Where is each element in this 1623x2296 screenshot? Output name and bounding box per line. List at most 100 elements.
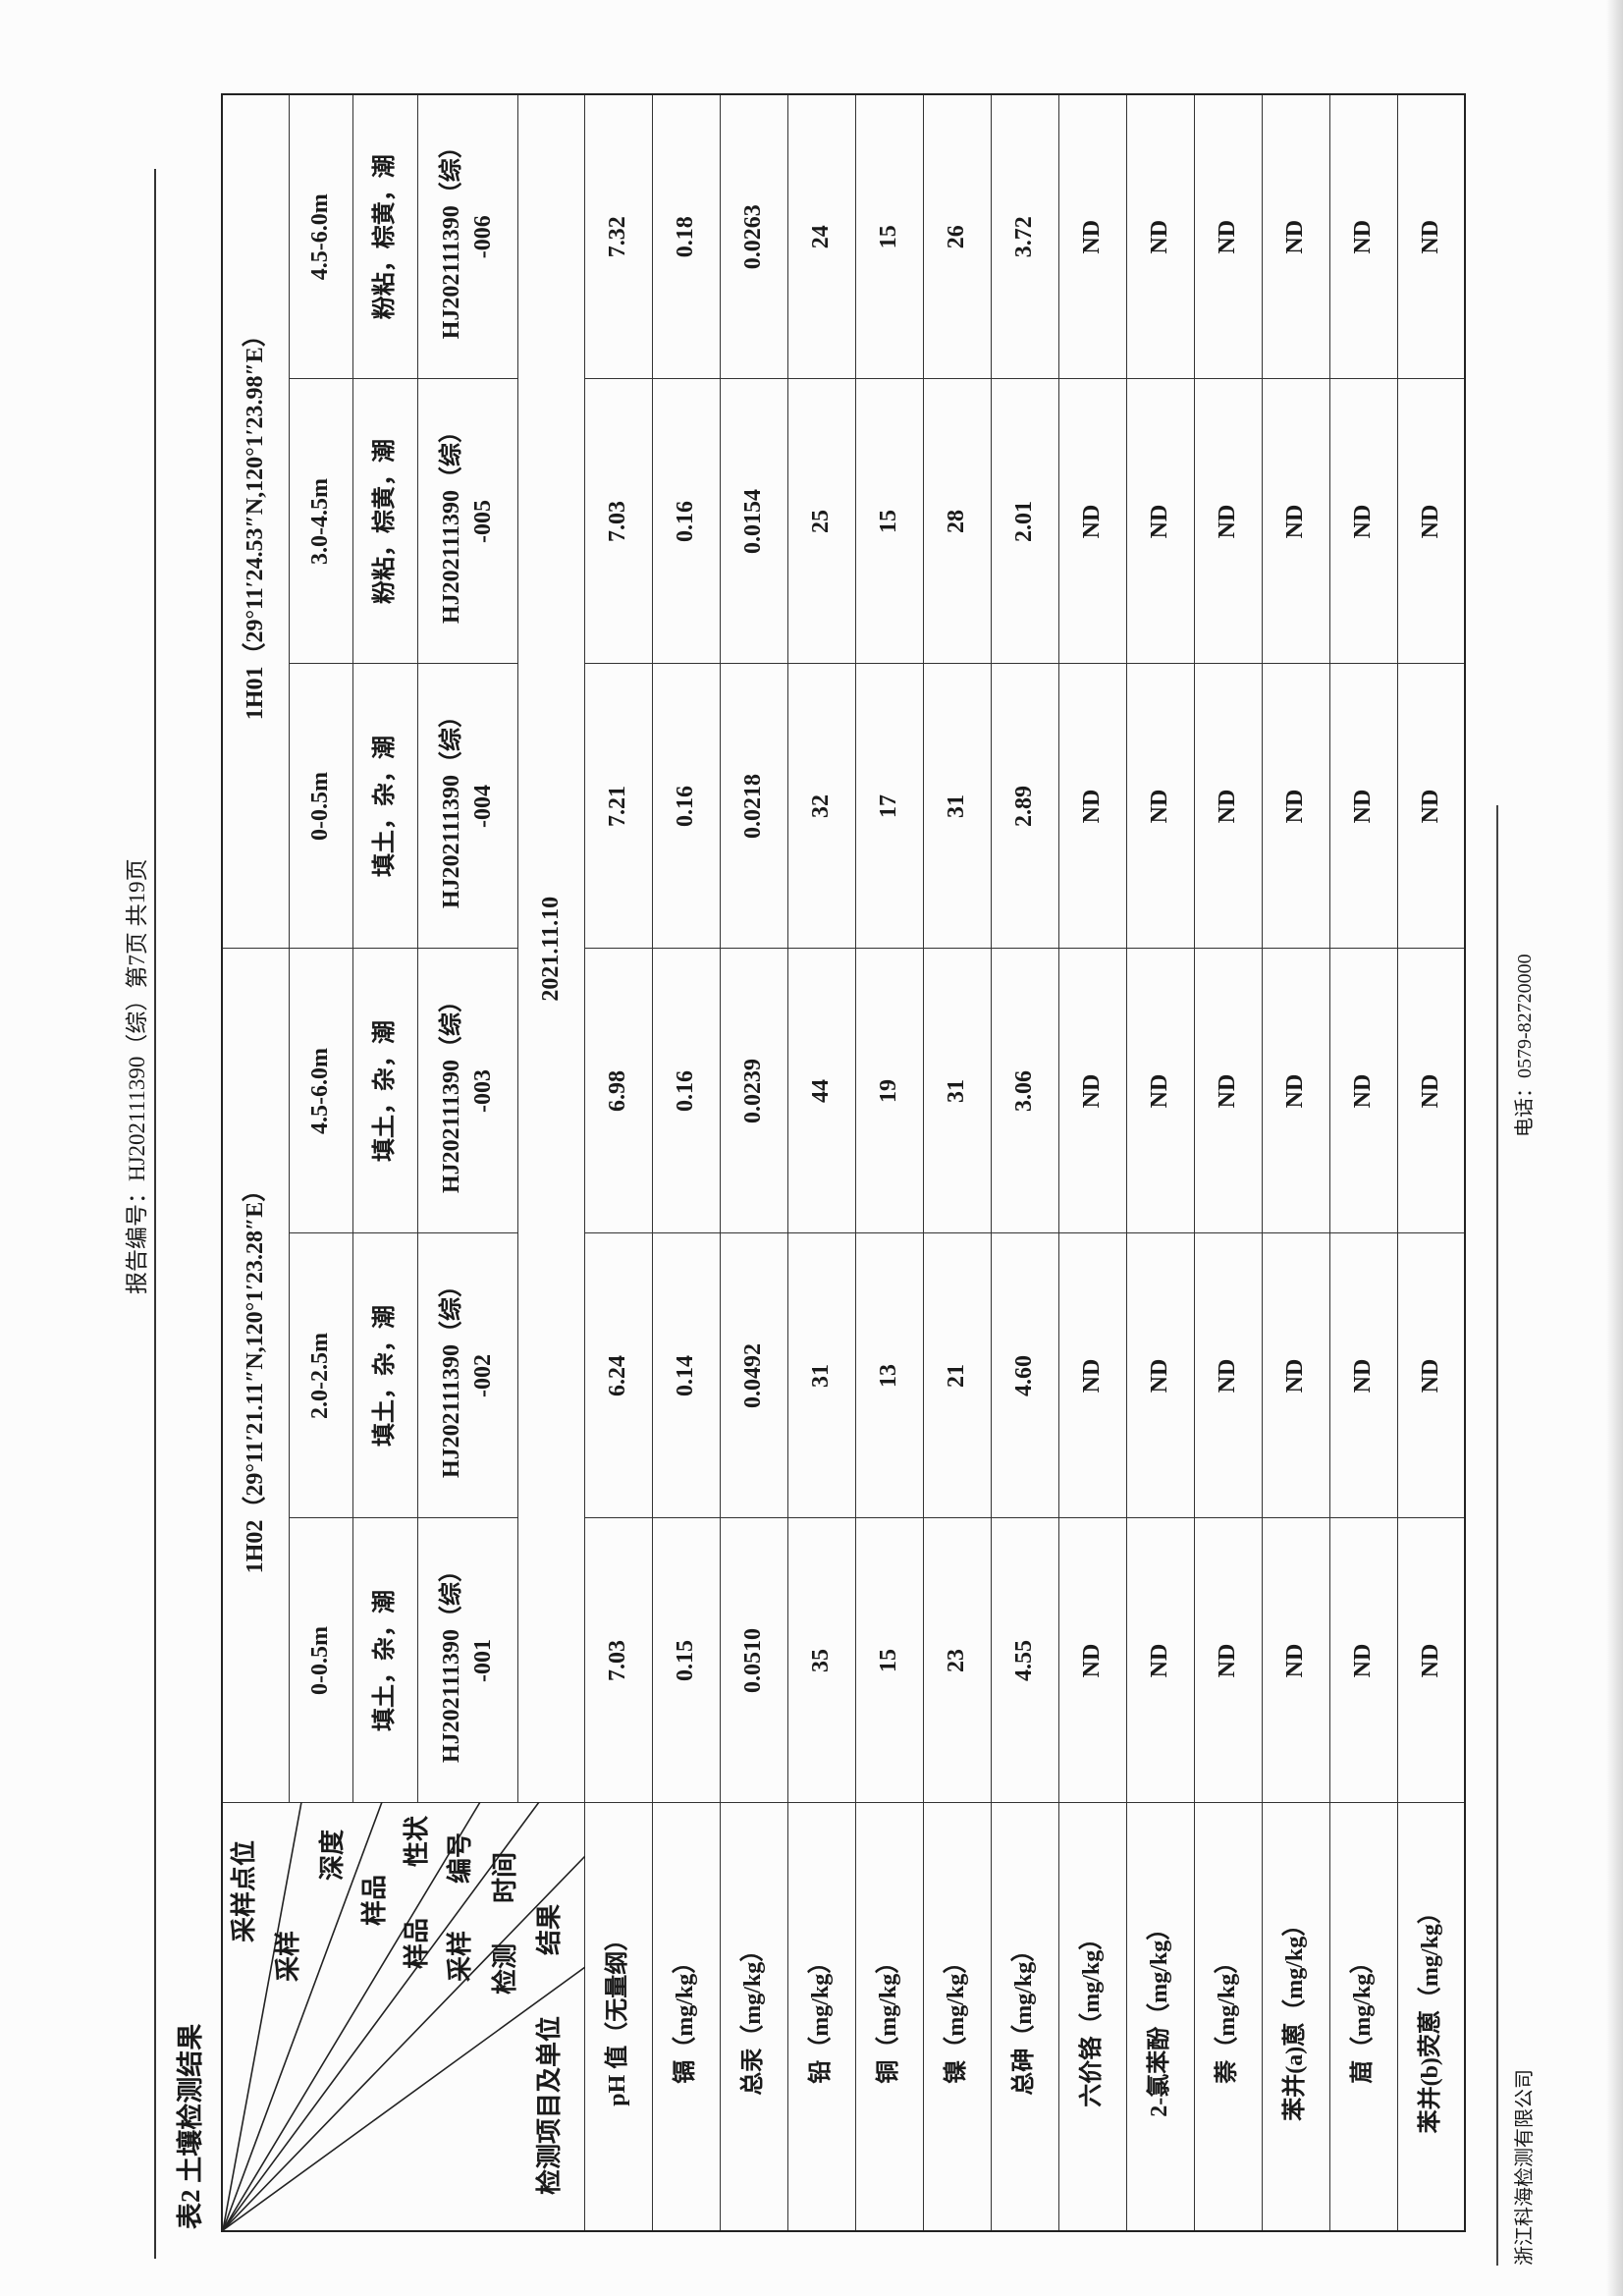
result-value: 0.16 bbox=[652, 663, 720, 949]
result-value: 32 bbox=[787, 663, 855, 949]
result-value: ND bbox=[1397, 1233, 1465, 1518]
result-value: 0.0154 bbox=[720, 378, 787, 664]
corner-label-result: 结果 bbox=[535, 1903, 564, 1955]
result-value: 7.32 bbox=[584, 93, 652, 379]
sample-id-cell: HJ202111390（综） -003 bbox=[417, 948, 517, 1233]
sample-id: HJ202111390（综） bbox=[438, 988, 464, 1194]
result-value: 0.16 bbox=[652, 948, 720, 1233]
result-value: 6.98 bbox=[584, 948, 652, 1233]
result-value: 3.72 bbox=[991, 93, 1058, 379]
sample-property: 填土，杂，潮 bbox=[352, 1518, 417, 1803]
row-label: 2-氯苯酚（mg/kg） bbox=[1126, 1803, 1194, 2231]
sample-property: 粉粘，棕黄，潮 bbox=[352, 378, 417, 664]
sample-id-suffix: -005 bbox=[470, 499, 496, 543]
table-row: 苯并(b)荧蒽（mg/kg） ND ND ND ND ND ND bbox=[1397, 93, 1465, 2231]
result-value: 2.89 bbox=[991, 663, 1058, 949]
result-value: 0.16 bbox=[652, 378, 720, 664]
result-value: 19 bbox=[855, 948, 923, 1233]
result-value: 25 bbox=[787, 378, 855, 664]
result-value: 24 bbox=[787, 93, 855, 379]
scan-edge-shadow bbox=[1606, 0, 1623, 2296]
sample-id: HJ202111390（综） bbox=[438, 135, 464, 340]
result-value: 0.14 bbox=[652, 1233, 720, 1518]
result-value: ND bbox=[1126, 378, 1194, 664]
corner-label-depth: 深度 bbox=[318, 1829, 347, 1881]
row-label: 总砷（mg/kg） bbox=[991, 1803, 1058, 2231]
result-value: ND bbox=[1058, 93, 1126, 379]
table-row: 镉（mg/kg） 0.15 0.14 0.16 0.16 0.16 0.18 bbox=[652, 93, 720, 2231]
result-value: ND bbox=[1058, 663, 1126, 949]
table-row: 苯并(a)蒽（mg/kg） ND ND ND ND ND ND bbox=[1262, 93, 1329, 2231]
result-value: 7.21 bbox=[584, 663, 652, 949]
result-value: ND bbox=[1397, 378, 1465, 664]
sample-depth: 0-0.5m bbox=[289, 1518, 352, 1803]
sample-depth: 4.5-6.0m bbox=[289, 93, 352, 379]
row-label: 铅（mg/kg） bbox=[787, 1803, 855, 2231]
result-value: 31 bbox=[923, 663, 991, 949]
sample-depth: 0-0.5m bbox=[289, 663, 352, 949]
result-value: 0.15 bbox=[652, 1518, 720, 1803]
site-header-1h02: 1H02（29°11′21.11″N,120°1′23.28″E） bbox=[222, 948, 289, 1803]
sample-id: HJ202111390（综） bbox=[438, 703, 464, 908]
result-value: ND bbox=[1194, 663, 1262, 949]
result-value: 4.55 bbox=[991, 1518, 1058, 1803]
sample-id-suffix: -002 bbox=[470, 1354, 496, 1397]
result-value: ND bbox=[1397, 93, 1465, 379]
sample-id-suffix: -004 bbox=[470, 784, 496, 828]
result-value: ND bbox=[1058, 378, 1126, 664]
result-value: 23 bbox=[923, 1518, 991, 1803]
sample-id: HJ202111390（综） bbox=[438, 1273, 464, 1479]
result-value: ND bbox=[1329, 378, 1397, 664]
header-rule bbox=[154, 169, 156, 2259]
sample-id: HJ202111390（综） bbox=[438, 418, 464, 624]
sample-id-suffix: -001 bbox=[470, 1639, 496, 1682]
result-value: 0.0492 bbox=[720, 1233, 787, 1518]
result-value: ND bbox=[1058, 1518, 1126, 1803]
sample-depth: 2.0-2.5m bbox=[289, 1233, 352, 1518]
result-value: 0.18 bbox=[652, 93, 720, 379]
result-value: 15 bbox=[855, 93, 923, 379]
sampling-date: 2021.11.10 bbox=[517, 93, 584, 1803]
result-value: 15 bbox=[855, 1518, 923, 1803]
table-row: 总砷（mg/kg） 4.55 4.60 3.06 2.89 2.01 3.72 bbox=[991, 93, 1058, 2231]
table-row: 总汞（mg/kg） 0.0510 0.0492 0.0239 0.0218 0.0154 0… bbox=[720, 93, 787, 2231]
result-value: 26 bbox=[923, 93, 991, 379]
result-value: ND bbox=[1194, 948, 1262, 1233]
result-value: 0.0510 bbox=[720, 1518, 787, 1803]
result-value: ND bbox=[1194, 1233, 1262, 1518]
row-label: 䓛（mg/kg） bbox=[1329, 1803, 1397, 2231]
row-label: 苯并(b)荧蒽（mg/kg） bbox=[1397, 1803, 1465, 2231]
result-value: 4.60 bbox=[991, 1233, 1058, 1518]
result-value: ND bbox=[1126, 93, 1194, 379]
sample-id-cell: HJ202111390（综） -005 bbox=[417, 378, 517, 664]
result-value: ND bbox=[1126, 663, 1194, 949]
footer-company: 浙江科海检测有限公司 bbox=[1514, 2069, 1536, 2266]
result-value: ND bbox=[1126, 1518, 1194, 1803]
footer-rule bbox=[1496, 805, 1498, 2266]
sample-property: 填土，杂，潮 bbox=[352, 663, 417, 949]
result-value: 3.06 bbox=[991, 948, 1058, 1233]
corner-header-cell: 采样点位 采样 深度 样品 性状 样品 编号 采样 时间 检测 结果 检测项目及… bbox=[222, 1802, 585, 2231]
result-value: 13 bbox=[855, 1233, 923, 1518]
result-value: ND bbox=[1058, 1233, 1126, 1518]
result-value: 21 bbox=[923, 1233, 991, 1518]
corner-diagonal-lines bbox=[223, 1802, 585, 2230]
sample-property: 粉粘，棕黄，潮 bbox=[352, 93, 417, 379]
table-row: 镍（mg/kg） 23 21 31 31 28 26 bbox=[923, 93, 991, 2231]
result-value: ND bbox=[1126, 948, 1194, 1233]
result-value: 35 bbox=[787, 1518, 855, 1803]
table-row: 萘（mg/kg） ND ND ND ND ND ND bbox=[1194, 93, 1262, 2231]
corner-label-property: 性状 bbox=[403, 1815, 431, 1867]
footer-phone: 电话：0579-82720000 bbox=[1514, 954, 1536, 1137]
corner-label-item-unit: 检测项目及单位 bbox=[535, 2015, 564, 2195]
row-label: 六价铬（mg/kg） bbox=[1058, 1803, 1126, 2231]
result-value: 17 bbox=[855, 663, 923, 949]
result-value: 15 bbox=[855, 378, 923, 664]
result-value: ND bbox=[1397, 1518, 1465, 1803]
result-value: ND bbox=[1262, 948, 1329, 1233]
result-value: 0.0263 bbox=[720, 93, 787, 379]
corner-label-time: 时间 bbox=[491, 1851, 519, 1903]
result-value: ND bbox=[1194, 1518, 1262, 1803]
sample-id-cell: HJ202111390（综） -006 bbox=[417, 93, 517, 379]
result-value: ND bbox=[1262, 1518, 1329, 1803]
